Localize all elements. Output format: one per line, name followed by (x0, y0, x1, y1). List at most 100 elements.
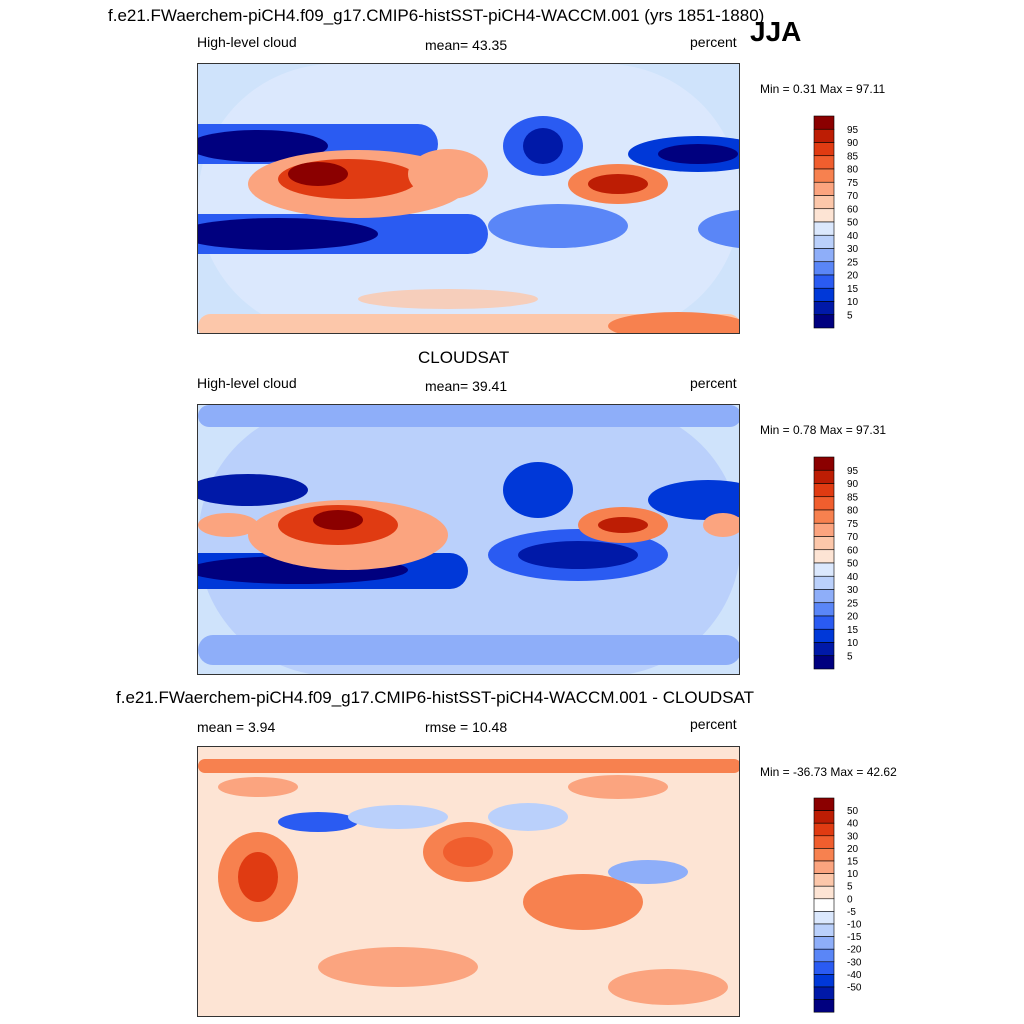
colorbar-bin (813, 986, 835, 1000)
colorbar-bin (813, 195, 835, 210)
colorbar-bin (813, 948, 835, 963)
colorbar-tick-label: 95 (847, 125, 859, 136)
field-region (198, 513, 258, 537)
colorbar-tick-label: 15 (847, 625, 859, 636)
colorbar-bin (813, 155, 835, 170)
colorbar-tick-label: 95 (847, 466, 859, 477)
colorbar-bin (813, 974, 835, 988)
colorbar-bin (813, 602, 835, 617)
colorbar-bin (813, 181, 835, 196)
panel-mean-label-diff: mean = 3.94 (197, 719, 276, 735)
colorbar-tick-label: 90 (847, 479, 859, 490)
panel-mean-label-model: mean= 43.35 (425, 37, 508, 53)
colorbar-bin (813, 999, 835, 1013)
colorbar-bin (813, 208, 835, 223)
field-region (698, 210, 739, 248)
field-region (658, 144, 738, 164)
colorbar-bin (813, 287, 835, 302)
colorbar-tick-label: 50 (847, 559, 859, 570)
field-band (198, 759, 739, 773)
colorbar-tick-label: 40 (847, 231, 859, 242)
colorbar-bin (813, 885, 835, 900)
colorbar-bin (813, 168, 835, 183)
colorbar-tick-label: 10 (847, 297, 859, 308)
field-region (408, 149, 488, 199)
panel-units-label-diff: percent (690, 716, 737, 732)
colorbar-tick-label: 10 (847, 869, 859, 880)
field-region (198, 218, 378, 250)
map-model (197, 63, 740, 334)
field-region (488, 803, 568, 831)
colorbar-bin (813, 911, 835, 925)
field-region (358, 289, 538, 309)
field-region (348, 805, 448, 829)
colorbar-bin (813, 615, 835, 630)
field-region (598, 517, 648, 533)
colorbar-tick-label: 85 (847, 151, 859, 162)
colorbar-tick-label: 85 (847, 492, 859, 503)
colorbar-tick-label: 10 (847, 638, 859, 649)
colorbar-bin (813, 483, 835, 498)
colorbar-bin (813, 898, 835, 912)
colorbar-bin (813, 562, 835, 577)
colorbar-tick-label: 90 (847, 138, 859, 149)
season-label: JJA (750, 16, 802, 47)
field-region (488, 204, 628, 248)
field-region (703, 513, 739, 537)
field-region (278, 812, 358, 832)
colorbar-bin (813, 923, 835, 937)
minmax-label-model: Min = 0.31 Max = 97.11 (760, 82, 886, 96)
field-region (443, 837, 493, 867)
panel-title-obs: CLOUDSAT (418, 348, 510, 367)
colorbar-tick-label: 50 (847, 218, 859, 229)
colorbar-bin (813, 261, 835, 276)
colorbar-tick-label: 75 (847, 178, 859, 189)
colorbar-bin (813, 655, 835, 670)
field-region (198, 130, 328, 162)
colorbar-tick-label: 40 (847, 819, 859, 830)
colorbar-bin (813, 873, 835, 887)
colorbar-bin (813, 848, 835, 862)
field-background (198, 405, 739, 674)
panel-title-model: f.e21.FWaerchem-piCH4.f09_g17.CMIP6-hist… (108, 6, 765, 25)
colorbar-bin (813, 536, 835, 551)
colorbar-bin (813, 522, 835, 537)
colorbar-bin (813, 810, 835, 824)
colorbar-tick-label: 30 (847, 585, 859, 596)
colorbar-tick-label: 5 (847, 882, 853, 893)
colorbar-bin (813, 274, 835, 289)
field-region (608, 969, 728, 1005)
colorbar-bin (813, 248, 835, 263)
panel-rmse-label-diff: rmse = 10.48 (425, 719, 508, 735)
colorbar-bin (813, 797, 835, 811)
field-band (198, 314, 739, 333)
colorbar-tick-label: -15 (847, 932, 862, 943)
field-region (288, 162, 348, 186)
colorbar-tick-label: 75 (847, 519, 859, 530)
colorbar-bin (813, 128, 835, 143)
colorbar-tick-label: 80 (847, 506, 859, 517)
colorbar-bin (813, 456, 835, 471)
colorbar-tick-label: -5 (847, 907, 856, 918)
field-region (238, 852, 278, 902)
colorbar-tick-label: 25 (847, 257, 859, 268)
panel-variable-label-obs: High-level cloud (197, 375, 297, 391)
colorbar-bin (813, 589, 835, 604)
panel-variable-label-model: High-level cloud (197, 34, 297, 50)
colorbar-tick-label: 60 (847, 204, 859, 215)
colorbar-tick-label: 15 (847, 284, 859, 295)
colorbar-tick-label: -30 (847, 957, 862, 968)
colorbar-tick-label: 80 (847, 165, 859, 176)
colorbar-tick-label: 5 (847, 310, 853, 321)
colorbar-bin (813, 961, 835, 975)
colorbar-tick-label: -10 (847, 920, 862, 931)
colorbar-diff: 50 40 30 20 15 10 5 0 -5 -10 -15 -20 -30 -40 -50 (813, 797, 862, 1013)
field-region (218, 777, 298, 797)
colorbar-obs: 95 90 85 80 75 70 60 50 40 30 25 20 15 10 5 (813, 456, 859, 670)
colorbar-bin (813, 549, 835, 564)
colorbar-tick-label: 20 (847, 844, 859, 855)
colorbar-tick-label: 0 (847, 894, 853, 905)
colorbar-bin (813, 575, 835, 590)
map-diff (197, 746, 740, 1017)
map-obs (197, 404, 740, 675)
